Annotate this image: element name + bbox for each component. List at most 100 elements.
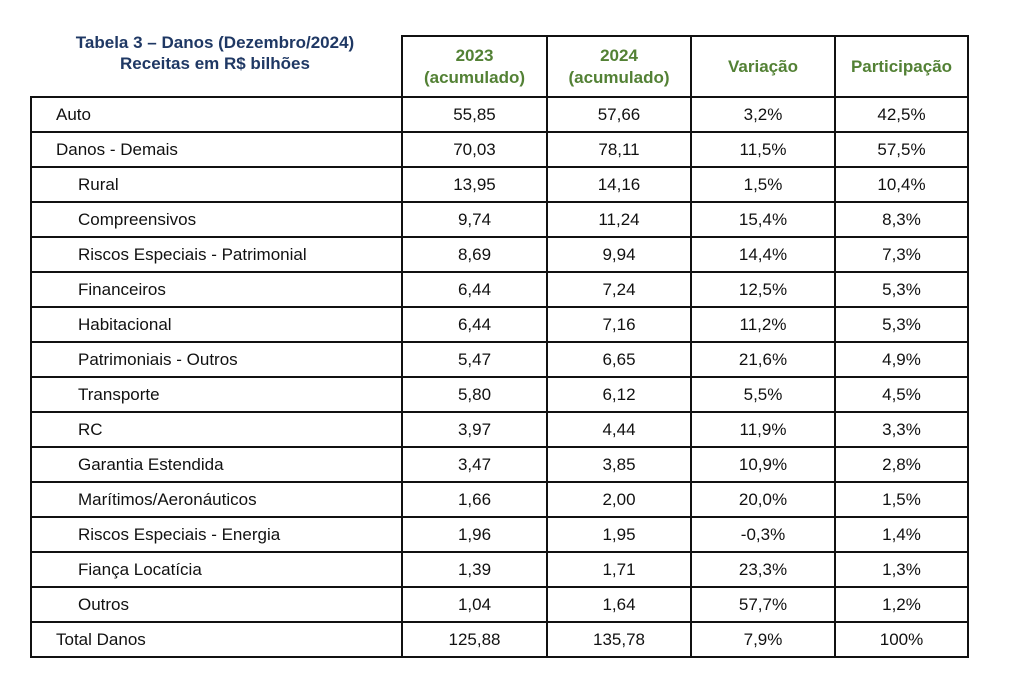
cell-participacao: 10,4% [834, 166, 969, 203]
cell-2023: 70,03 [401, 131, 548, 168]
header-2023-note: (acumulado) [423, 67, 526, 87]
table-row: Riscos Especiais - Energia 1,96 1,95 -0,3% 1… [30, 516, 969, 553]
cell-2024: 1,71 [546, 551, 692, 588]
header-2024-year: 2024 [600, 45, 638, 65]
cell-2024: 14,16 [546, 166, 692, 203]
cell-participacao: 4,9% [834, 341, 969, 378]
cell-2023: 5,47 [401, 341, 548, 378]
table-row: Rural 13,95 14,16 1,5% 10,4% [30, 166, 969, 203]
header-variacao-label: Variação [728, 56, 798, 76]
table-row: Compreensivos 9,74 11,24 15,4% 8,3% [30, 201, 969, 238]
header-participacao: Participação [834, 35, 969, 98]
cell-participacao: 8,3% [834, 201, 969, 238]
cell-variacao: -0,3% [690, 516, 836, 553]
row-label: Financeiros [30, 271, 403, 308]
cell-2024: 7,16 [546, 306, 692, 343]
cell-participacao: 3,3% [834, 411, 969, 448]
cell-variacao: 15,4% [690, 201, 836, 238]
damages-table: 2023 (acumulado) 2024 (acumulado) Variaç… [30, 35, 969, 658]
cell-2023: 6,44 [401, 306, 548, 343]
cell-2024: 6,12 [546, 376, 692, 413]
cell-2024: 1,95 [546, 516, 692, 553]
header-2024-note: (acumulado) [568, 67, 670, 87]
row-label: Danos - Demais [30, 131, 403, 168]
cell-2023: 3,47 [401, 446, 548, 483]
cell-variacao: 10,9% [690, 446, 836, 483]
row-label: RC [30, 411, 403, 448]
cell-participacao: 57,5% [834, 131, 969, 168]
cell-variacao: 21,6% [690, 341, 836, 378]
cell-variacao: 12,5% [690, 271, 836, 308]
title-line-2: Receitas em R$ bilhões [120, 54, 310, 73]
cell-2023: 1,39 [401, 551, 548, 588]
row-label: Garantia Estendida [30, 446, 403, 483]
cell-2024: 2,00 [546, 481, 692, 518]
cell-variacao: 7,9% [690, 621, 836, 658]
cell-participacao: 5,3% [834, 271, 969, 308]
cell-2023: 13,95 [401, 166, 548, 203]
cell-participacao: 1,2% [834, 586, 969, 623]
cell-participacao: 2,8% [834, 446, 969, 483]
row-label: Transporte [30, 376, 403, 413]
cell-variacao: 57,7% [690, 586, 836, 623]
header-row: 2023 (acumulado) 2024 (acumulado) Variaç… [31, 35, 969, 98]
cell-2024: 3,85 [546, 446, 692, 483]
header-2023-year: 2023 [455, 45, 494, 65]
table-row: Financeiros 6,44 7,24 12,5% 5,3% [30, 271, 969, 308]
cell-participacao: 7,3% [834, 236, 969, 273]
cell-participacao: 1,3% [834, 551, 969, 588]
table-row: RC 3,97 4,44 11,9% 3,3% [30, 411, 969, 448]
cell-variacao: 3,2% [690, 96, 836, 133]
header-corner [31, 36, 403, 98]
cell-2023: 9,74 [401, 201, 548, 238]
header-2024: 2024 (acumulado) [546, 35, 692, 98]
cell-2023: 8,69 [401, 236, 548, 273]
cell-2024: 57,66 [546, 96, 692, 133]
cell-2023: 55,85 [401, 96, 548, 133]
table-row: Auto 55,85 57,66 3,2% 42,5% [30, 96, 969, 133]
row-label: Rural [30, 166, 403, 203]
cell-variacao: 11,2% [690, 306, 836, 343]
cell-participacao: 42,5% [834, 96, 969, 133]
cell-variacao: 20,0% [690, 481, 836, 518]
cell-2023: 3,97 [401, 411, 548, 448]
table-row: Outros 1,04 1,64 57,7% 1,2% [30, 586, 969, 623]
row-label: Fiança Locatícia [30, 551, 403, 588]
cell-variacao: 1,5% [690, 166, 836, 203]
cell-variacao: 11,5% [690, 131, 836, 168]
row-label: Riscos Especiais - Patrimonial [30, 236, 403, 273]
header-participacao-label: Participação [850, 56, 953, 76]
table-row: Riscos Especiais - Patrimonial 8,69 9,94 14… [30, 236, 969, 273]
row-label: Habitacional [30, 306, 403, 343]
cell-2024: 78,11 [546, 131, 692, 168]
cell-participacao: 100% [834, 621, 969, 658]
cell-2023: 5,80 [401, 376, 548, 413]
cell-2024: 135,78 [546, 621, 692, 658]
title-line-1: Tabela 3 – Danos (Dezembro/2024) [75, 33, 355, 52]
cell-2024: 7,24 [546, 271, 692, 308]
row-label: Patrimoniais - Outros [30, 341, 403, 378]
cell-2024: 6,65 [546, 341, 692, 378]
table-row: Patrimoniais - Outros 5,47 6,65 21,6% 4,9% [30, 341, 969, 378]
cell-2024: 11,24 [546, 201, 692, 238]
cell-2023: 125,88 [401, 621, 548, 658]
cell-variacao: 5,5% [690, 376, 836, 413]
cell-2024: 9,94 [546, 236, 692, 273]
table-row: Marítimos/Aeronáuticos 1,66 2,00 20,0% 1,5% [30, 481, 969, 518]
cell-2023: 1,96 [401, 516, 548, 553]
table-row: Total Danos 125,88 135,78 7,9% 100% [30, 621, 969, 658]
row-label: Outros [30, 586, 403, 623]
table-row: Danos - Demais 70,03 78,11 11,5% 57,5% [30, 131, 969, 168]
cell-2024: 4,44 [546, 411, 692, 448]
table-row: Habitacional 6,44 7,16 11,2% 5,3% [30, 306, 969, 343]
cell-2024: 1,64 [546, 586, 692, 623]
row-label: Auto [30, 96, 403, 133]
cell-2023: 1,04 [401, 586, 548, 623]
row-label: Marítimos/Aeronáuticos [30, 481, 403, 518]
row-label: Total Danos [30, 621, 403, 658]
cell-participacao: 1,4% [834, 516, 969, 553]
cell-participacao: 5,3% [834, 306, 969, 343]
table-title: Tabela 3 – Danos (Dezembro/2024) Receita… [30, 32, 400, 74]
cell-variacao: 23,3% [690, 551, 836, 588]
header-variacao: Variação [690, 35, 836, 98]
